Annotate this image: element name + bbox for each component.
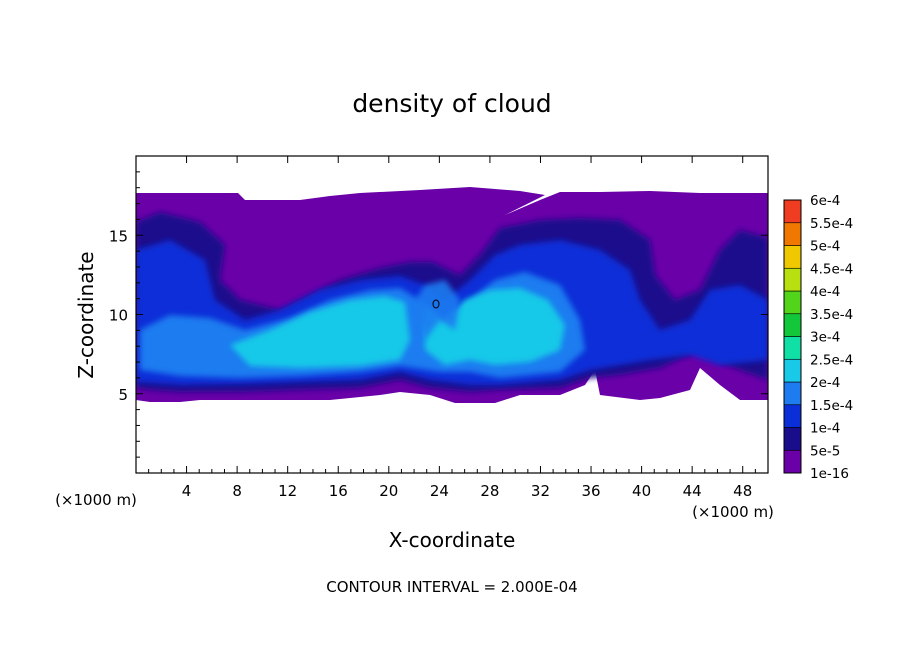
colorbar-label: 1.5e-4	[810, 398, 853, 414]
colorbar: 1e-16 5e-5 1e-4 1.5e-4 2e-4 2.5e-4 3e-4 3.5e-4 4…	[783, 193, 853, 482]
x-tick-label: 20	[379, 482, 398, 500]
x-tick-label: 12	[278, 482, 297, 500]
y-tick-label: 15	[109, 227, 128, 245]
colorbar-label: 4e-4	[810, 284, 840, 300]
cloud-core-level-5b	[425, 288, 565, 365]
x-tick-label: 16	[329, 482, 348, 500]
colorbar-frame	[783, 199, 802, 474]
chart-title: density of cloud	[352, 89, 551, 118]
contour-line	[432, 299, 440, 309]
footer-note: CONTOUR INTERVAL = 2.000E-04	[326, 578, 577, 596]
x-axis-ticks: 4 8 12 16 20 24 28 32 36 40 44 48	[148, 156, 756, 500]
colorbar-label: 3.5e-4	[810, 307, 853, 323]
colorbar-swatch	[783, 358, 802, 383]
y-tick-label: 10	[109, 307, 128, 325]
colorbar-label: 1e-16	[810, 466, 849, 482]
colorbar-label: 1e-4	[810, 421, 840, 437]
x-axis-label: X-coordinate	[389, 528, 516, 552]
colorbar-label: 2e-4	[810, 375, 840, 391]
x-tick-label: 48	[733, 482, 752, 500]
colorbar-label: 5e-5	[810, 443, 840, 459]
colorbar-swatch	[783, 404, 802, 428]
x-unit-left: (×1000 m)	[55, 491, 137, 509]
cloud-plume	[415, 280, 460, 340]
colorbar-swatch	[783, 381, 802, 406]
y-axis-ticks: 5 10 15	[109, 171, 768, 458]
colorbar-swatch	[783, 199, 802, 224]
colorbar-swatch	[783, 313, 802, 337]
colorbar-label: 2.5e-4	[810, 352, 853, 368]
x-tick-label: 24	[430, 482, 449, 500]
colorbar-swatch	[783, 336, 802, 360]
x-tick-label: 36	[581, 482, 600, 500]
y-axis-label: Z-coordinate	[74, 251, 98, 378]
colorbar-label: 4.5e-4	[810, 261, 853, 277]
colorbar-label: 3e-4	[810, 330, 840, 346]
cloud-core-level-5	[230, 296, 410, 368]
colorbar-label: 5.5e-4	[810, 216, 853, 232]
colorbar-swatch	[783, 245, 802, 269]
cloud-field	[136, 187, 768, 403]
x-tick-label: 32	[531, 482, 550, 500]
colorbar-swatch	[783, 449, 802, 474]
colorbar-swatch	[783, 222, 802, 246]
x-tick-label: 28	[480, 482, 499, 500]
colorbar-swatch	[783, 267, 802, 292]
x-unit-right: (×1000 m)	[692, 503, 774, 521]
colorbar-label: 5e-4	[810, 239, 840, 255]
colorbar-swatch	[783, 290, 802, 315]
x-tick-label: 44	[683, 482, 702, 500]
y-tick-label: 5	[118, 386, 128, 404]
x-tick-label: 40	[632, 482, 651, 500]
x-tick-label: 8	[232, 482, 242, 500]
colorbar-swatch	[783, 427, 802, 451]
x-tick-label: 4	[182, 482, 192, 500]
colorbar-label: 6e-4	[810, 193, 840, 209]
